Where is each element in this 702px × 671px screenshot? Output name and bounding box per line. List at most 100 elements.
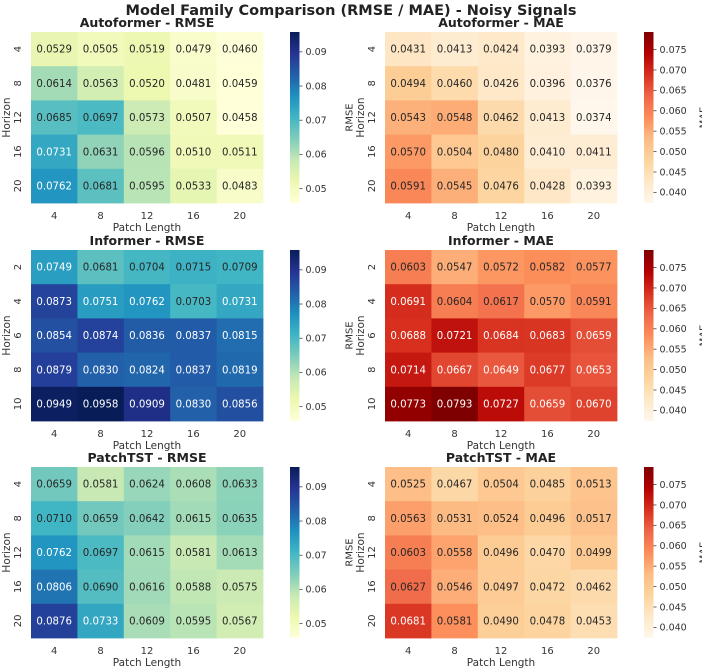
cell-value-label: 0.0635 (222, 514, 258, 525)
heatmap-cell (431, 66, 479, 101)
cell-value-label: 0.0949 (36, 400, 72, 411)
heatmap-cell (123, 66, 171, 101)
cell-value-label: 0.0683 (530, 331, 566, 342)
cell-value-label: 0.0616 (129, 582, 165, 593)
heatmap-cell (123, 100, 171, 135)
heatmap-cell (570, 535, 618, 570)
cell-value-label: 0.0460 (437, 79, 473, 90)
y-tick-label: 4 (367, 481, 378, 487)
cell-value-label: 0.0874 (83, 331, 119, 342)
cell-value-label: 0.0608 (176, 480, 212, 491)
cell-value-label: 0.0496 (530, 514, 566, 525)
cell-value-label: 0.0709 (222, 263, 258, 274)
y-tick-label: 4 (13, 46, 24, 52)
cell-value-label: 0.0684 (483, 331, 519, 342)
heatmap-cell (170, 318, 217, 353)
heatmap-cell (431, 250, 479, 285)
colorbar (290, 467, 300, 638)
heatmap-cell (77, 318, 125, 353)
x-tick-label: 20 (233, 211, 246, 222)
cell-value-label: 0.0393 (530, 45, 566, 56)
heatmap-cell (385, 535, 432, 570)
heatmap-cell (570, 66, 618, 101)
cell-value-label: 0.0485 (530, 480, 566, 491)
cell-value-label: 0.0413 (437, 45, 473, 56)
y-tick-label: 4 (367, 46, 378, 52)
cell-value-label: 0.0691 (390, 297, 426, 308)
heatmap-cell (77, 134, 125, 170)
heatmap-cell (31, 250, 78, 285)
heatmap-cell (570, 32, 618, 67)
y-axis-label: Horizon (1, 315, 13, 355)
heatmap-cell (77, 535, 125, 570)
heatmap-cell (385, 352, 432, 388)
heatmap-cell (570, 569, 618, 605)
heatmap-cell (477, 284, 525, 319)
heatmap-cell (524, 100, 571, 135)
cell-value-label: 0.0547 (437, 263, 473, 274)
heatmap-cell (31, 569, 78, 605)
heatmap-cell (77, 284, 125, 319)
y-tick-label: 20 (13, 615, 24, 628)
heatmap-cell (524, 386, 571, 422)
heatmap-cell (31, 168, 78, 204)
cell-value-label: 0.0524 (483, 514, 519, 525)
y-tick-label: 6 (13, 332, 24, 338)
x-tick-label: 8 (451, 429, 457, 440)
colorbar-tick-label: 0.065 (660, 86, 687, 97)
heatmap-cell (77, 386, 125, 422)
heatmap-cell (570, 284, 618, 319)
cell-value-label: 0.0504 (483, 480, 519, 491)
cell-value-label: 0.0704 (129, 263, 165, 274)
cell-value-label: 0.0624 (129, 480, 165, 491)
cell-value-label: 0.0715 (176, 263, 212, 274)
heatmap-cell (31, 352, 78, 388)
cell-value-label: 0.0577 (576, 263, 612, 274)
heatmap-panel-4: Informer - MAE 0.0603 0.0547 0.0572 0.0582 0.… (355, 233, 702, 452)
heatmap-cell (477, 352, 525, 388)
cell-value-label: 0.0958 (83, 400, 119, 411)
heatmap-cell (216, 250, 264, 285)
heatmap-cell (31, 134, 78, 170)
heatmap-cell (216, 467, 264, 502)
colorbar-tick-label: 0.07 (306, 551, 327, 562)
cell-value-label: 0.0609 (129, 617, 165, 628)
cell-value-label: 0.0762 (36, 548, 72, 559)
cell-value-label: 0.0876 (36, 617, 72, 628)
cell-value-label: 0.0582 (530, 263, 566, 274)
heatmap-cell (170, 352, 217, 388)
cell-value-label: 0.0595 (176, 617, 212, 628)
x-axis-label: Patch Length (113, 657, 181, 669)
y-tick-label: 20 (367, 615, 378, 628)
cell-value-label: 0.0703 (176, 297, 212, 308)
heatmap-panel-1: Autoformer - RMSE 0.0529 0.0505 0.0519 0.047… (1, 15, 356, 234)
y-tick-label: 4 (13, 481, 24, 487)
cell-value-label: 0.0570 (530, 297, 566, 308)
cell-value-label: 0.0494 (390, 79, 426, 90)
heatmap-cell (524, 168, 571, 204)
colorbar-label: MAE (699, 542, 702, 564)
cell-value-label: 0.0603 (390, 263, 426, 274)
cell-value-label: 0.0393 (576, 182, 612, 193)
x-tick-label: 8 (97, 429, 103, 440)
y-tick-label: 16 (367, 580, 378, 593)
heatmap-cell (216, 100, 264, 135)
cell-value-label: 0.0670 (576, 400, 612, 411)
x-tick-label: 4 (405, 211, 411, 222)
cell-value-label: 0.0376 (576, 79, 612, 90)
heatmap-cell (216, 134, 264, 170)
heatmap-cell (31, 501, 78, 536)
heatmap-cell (216, 386, 264, 422)
colorbar-tick-label: 0.09 (306, 482, 327, 493)
x-tick-label: 8 (97, 646, 103, 657)
colorbar (644, 250, 654, 421)
colorbar-tick-label: 0.050 (660, 365, 687, 376)
x-tick-label: 16 (187, 646, 200, 657)
cell-value-label: 0.0659 (83, 514, 119, 525)
cell-value-label: 0.0603 (390, 548, 426, 559)
heatmap-cell (123, 32, 171, 67)
colorbar-tick-label: 0.08 (306, 516, 327, 527)
colorbar-label: MAE (699, 107, 702, 129)
cell-value-label: 0.0659 (530, 400, 566, 411)
heatmap-cell (431, 501, 479, 536)
